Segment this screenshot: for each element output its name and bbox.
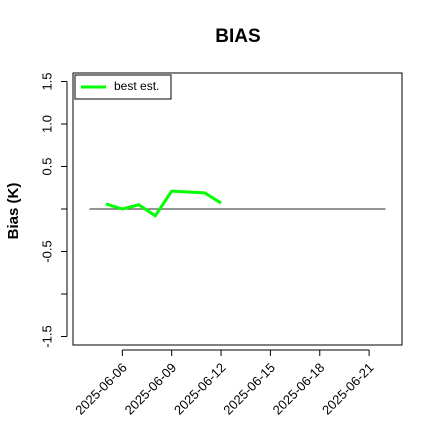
x-tick-label: 2025-06-18 (270, 360, 328, 418)
y-tick-label: 1.0 (39, 115, 54, 133)
chart-title: BIAS (215, 26, 260, 47)
y-tick-label: 1.5 (39, 72, 54, 90)
series-line (105, 189, 222, 218)
legend-label: best est. (114, 79, 159, 93)
x-tick-label: 2025-06-09 (122, 360, 180, 418)
y-tick-label: -0.5 (39, 240, 54, 262)
x-tick-label: 2025-06-06 (72, 360, 130, 418)
x-tick-label: 2025-06-12 (171, 360, 229, 418)
y-tick-label: -1.5 (39, 325, 54, 347)
plot-frame (72, 72, 403, 346)
y-axis-label: Bias (K) (5, 183, 22, 240)
x-tick-label: 2025-06-15 (220, 360, 278, 418)
x-tick-label: 2025-06-21 (319, 360, 377, 418)
y-tick-label: 0.5 (39, 157, 54, 175)
